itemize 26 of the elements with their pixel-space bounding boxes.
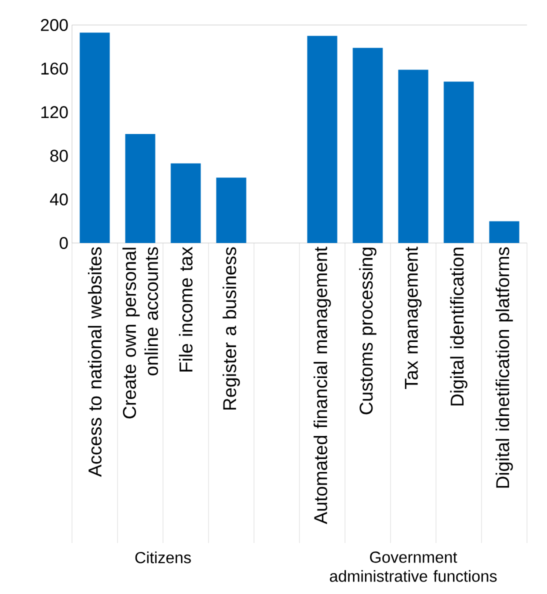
y-tick-label: 120 (41, 106, 68, 118)
y-tick-label: 80 (50, 150, 68, 162)
y-tick-label: 160 (41, 62, 68, 75)
text: Citizens (135, 552, 191, 564)
x-tick-label: Access to national websites (88, 247, 102, 477)
x-tick-label: Digital identification (450, 248, 468, 406)
bar (398, 70, 428, 244)
x-tick-label: Customs processing (359, 248, 376, 414)
y-tick-label: 40 (50, 193, 68, 206)
x-tick-label: File income tax (178, 246, 193, 372)
bar (307, 36, 338, 244)
x-tick-label: Digital idnetification platforms (496, 247, 513, 488)
bar (444, 82, 474, 244)
text: Government administrative functions (330, 552, 497, 582)
x-tick-label: Tax management (404, 246, 422, 390)
y-tick-label: 0 (60, 236, 68, 250)
bar (216, 178, 246, 244)
y-tick-label: 200 (40, 18, 68, 32)
x-tick-label: Register a business (222, 247, 240, 410)
bar (80, 32, 110, 244)
bar (489, 221, 520, 244)
x-tick-label: Automated financial management (314, 246, 331, 524)
x-tick-label: Create own personal online accounts (122, 247, 158, 418)
bar (352, 48, 383, 244)
bar (125, 134, 156, 244)
bar (170, 163, 201, 244)
